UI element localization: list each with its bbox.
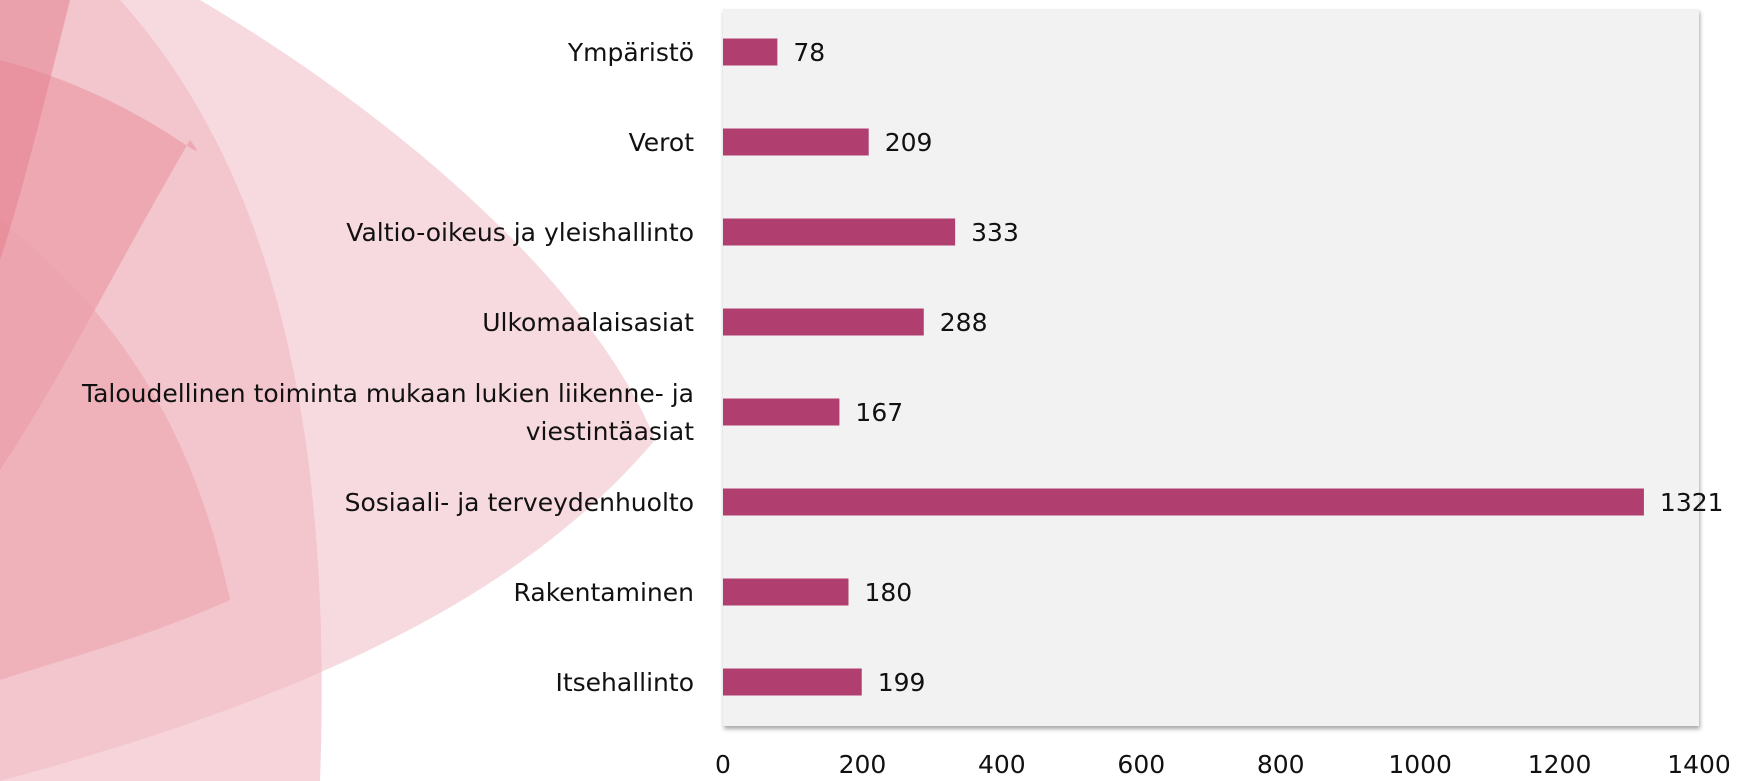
y-tick-label: Valtio-oikeus ja yleishallinto <box>346 218 694 247</box>
data-label: 333 <box>971 218 1019 247</box>
bar <box>723 218 956 246</box>
bar <box>723 578 849 606</box>
y-tick-label: Taloudellinen toiminta mukaan lukien lii… <box>81 379 694 446</box>
x-tick-label: 600 <box>1117 750 1165 779</box>
bar <box>723 668 862 696</box>
decoration <box>0 0 655 781</box>
data-label: 180 <box>864 578 912 607</box>
x-tick-label: 0 <box>715 750 731 779</box>
y-tick-label: Itsehallinto <box>555 668 694 697</box>
bar <box>723 128 869 156</box>
data-label: 1321 <box>1660 488 1724 517</box>
x-tick-label: 400 <box>978 750 1026 779</box>
x-tick-label: 1200 <box>1528 750 1592 779</box>
y-tick-label: Verot <box>628 128 694 157</box>
y-tick-label: Ulkomaalaisasiat <box>482 308 694 337</box>
x-tick-label: 1400 <box>1667 750 1731 779</box>
data-label: 167 <box>855 398 903 427</box>
bar <box>723 38 778 66</box>
x-tick-label: 200 <box>839 750 887 779</box>
data-label: 209 <box>885 128 933 157</box>
bar <box>723 398 840 426</box>
y-tick-label: Sosiaali- ja terveydenhuolto <box>344 488 694 517</box>
x-tick-label: 800 <box>1257 750 1305 779</box>
bar <box>723 488 1644 516</box>
data-label: 199 <box>878 668 926 697</box>
y-tick-label: Rakentaminen <box>513 578 694 607</box>
bar <box>723 308 924 336</box>
y-tick-label: Ympäristö <box>567 38 694 67</box>
plot-area <box>723 9 1699 726</box>
x-tick-label: 1000 <box>1388 750 1452 779</box>
data-label: 288 <box>940 308 988 337</box>
data-label: 78 <box>793 38 825 67</box>
